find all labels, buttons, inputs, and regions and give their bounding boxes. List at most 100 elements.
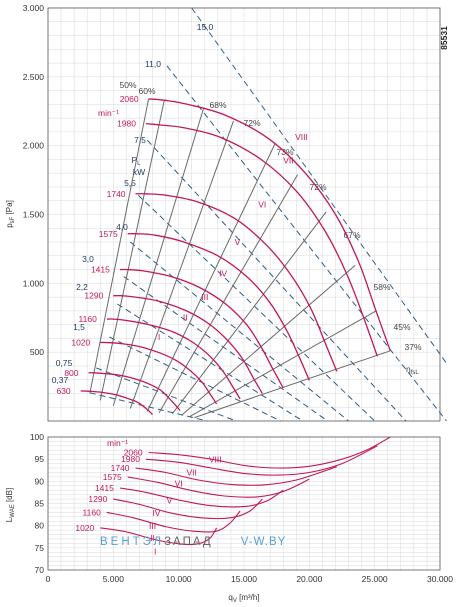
sound-range-label: IV <box>152 508 160 518</box>
sound-range-label: I <box>154 546 156 556</box>
speed-curves: 2060 1980 1740 1575 1415 1290 1160 1020 800 630 <box>56 94 391 415</box>
operating-range-label: VIII <box>295 132 308 142</box>
operating-range-label: VII <box>283 156 293 166</box>
y-tick-label: 95 <box>35 454 45 464</box>
y-tick-label: 70 <box>35 565 45 575</box>
x-tick-label: 0 <box>46 574 51 584</box>
power-unit-label: PL <box>131 155 141 167</box>
sound-curve-label: 1160 <box>83 507 102 517</box>
power-line-label: 3,0 <box>82 254 94 264</box>
efficiency-symbol: ηfsL <box>406 364 419 376</box>
pressure-chart-grid <box>48 8 440 421</box>
sound-chart-frame <box>47 436 441 571</box>
sound-curve <box>145 445 378 476</box>
efficiency-line-label: 37% <box>404 342 421 352</box>
y-tick-label: 2.500 <box>23 72 45 82</box>
speed-curve-label: 2060 <box>120 94 139 104</box>
power-line <box>166 65 447 422</box>
speed-curve-label: 1290 <box>84 291 103 301</box>
power-line-label: 1,5 <box>73 322 85 332</box>
y-tick-label: 90 <box>35 476 45 486</box>
operating-range-label: VI <box>258 200 266 210</box>
sound-curve <box>113 498 263 520</box>
sound-curve <box>127 476 310 498</box>
power-line-label: 0,75 <box>56 358 73 368</box>
speed-curve <box>148 98 391 352</box>
power-line <box>89 392 208 422</box>
sound-curve-label: 2060 <box>124 448 143 458</box>
sound-curve-label: 1575 <box>103 472 122 482</box>
sound-curve <box>100 527 218 546</box>
speed-curve-label: 630 <box>56 386 70 396</box>
pressure-axis-title: psF [Pa] <box>5 200 16 228</box>
efficiency-line <box>194 350 391 419</box>
power-line <box>146 139 407 422</box>
flow-axis-title: qV [m³/h] <box>228 593 259 604</box>
pressure-chart-frame <box>47 7 441 422</box>
efficiency-line-label: 67% <box>343 230 360 240</box>
speed-curve-label: 1575 <box>99 229 118 239</box>
power-line-label: 0,37 <box>52 375 69 385</box>
efficiency-line <box>180 265 356 416</box>
speed-curve <box>80 390 153 415</box>
efficiency-line <box>99 100 165 401</box>
y-tick-label: 3.000 <box>23 3 45 13</box>
sound-curve-label: 1740 <box>111 463 130 473</box>
speed-curve-label: 1020 <box>71 338 90 348</box>
x-tick-label: 25.000 <box>362 574 388 584</box>
power-line <box>109 336 281 422</box>
efficiency-line-label: 60% <box>138 86 155 96</box>
efficiency-line <box>171 211 327 415</box>
speed-curve <box>106 318 241 400</box>
speed-curve <box>145 122 378 357</box>
operating-range-label: III <box>201 292 208 302</box>
sound-range-label: VII <box>187 468 197 478</box>
y-tick-label: 1.500 <box>23 210 45 220</box>
sound-rpm-unit-label: min⁻¹ <box>107 438 128 448</box>
y-tick-label: 2.000 <box>23 141 45 151</box>
speed-curve <box>127 233 310 381</box>
efficiency-line-label: 72% <box>309 182 326 192</box>
y-tick-label: 1.000 <box>23 278 45 288</box>
y-tick-label: 75 <box>35 543 45 553</box>
x-tick-label: 20.000 <box>296 574 322 584</box>
power-line <box>129 241 349 422</box>
efficiency-line <box>89 98 150 394</box>
efficiency-line-label: 45% <box>393 322 410 332</box>
power-line-label: 5,5 <box>124 178 136 188</box>
x-tick-label: 30.000 <box>427 574 453 584</box>
efficiency-line <box>129 120 234 409</box>
efficiency-line <box>188 310 377 418</box>
sound-range-label: II <box>150 533 155 543</box>
sound-chart-grid <box>48 437 440 570</box>
operating-range-label: II <box>183 313 188 323</box>
sound-range-label: V <box>167 496 173 506</box>
power-line-label: 15,0 <box>197 22 214 32</box>
x-tick-label: 5.000 <box>103 574 125 584</box>
power-line <box>137 194 376 422</box>
sound-axis-title: LWAE [dB] <box>5 488 16 522</box>
operating-range-label: IV <box>219 268 227 278</box>
speed-curve-label: 1980 <box>117 119 136 129</box>
operating-range-label: V <box>235 237 241 247</box>
sound-curve-label: 1020 <box>75 523 94 533</box>
sound-range-label: VIII <box>209 455 222 465</box>
y-tick-label: 80 <box>35 521 45 531</box>
sound-range-label: III <box>149 521 156 531</box>
speed-curve-label: 1415 <box>91 265 110 275</box>
sound-curve <box>119 487 284 508</box>
speed-curve <box>135 193 338 372</box>
power-unit: kW <box>133 167 145 177</box>
x-tick-label: 15.000 <box>231 574 257 584</box>
sound-curve-label: 1290 <box>88 494 107 504</box>
speed-curve <box>119 268 284 389</box>
watermark: ВЕНТЭЛЗАПАД V-W.BY <box>100 536 286 548</box>
efficiency-line-label: 72% <box>243 118 260 128</box>
power-line-label: 4,0 <box>116 222 128 232</box>
y-tick-label: 500 <box>30 347 44 357</box>
efficiency-line <box>146 142 276 412</box>
efficiency-line-label: 50% <box>119 80 136 90</box>
